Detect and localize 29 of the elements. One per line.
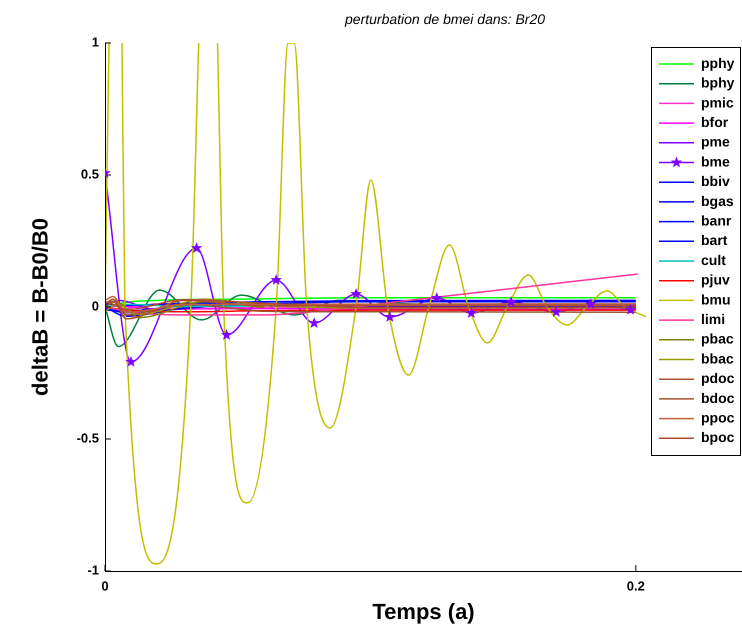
legend-label: bphy	[701, 74, 735, 91]
legend-label: pbac	[701, 330, 734, 347]
legend-label: bdoc	[701, 390, 735, 406]
legend-label: bgas	[701, 192, 734, 209]
legend-label: bme	[701, 153, 730, 170]
legend-label: pdoc	[701, 370, 735, 386]
legend-label: pmic	[701, 94, 734, 110]
y-axis-title: deltaB = B-B0/B0	[27, 218, 52, 396]
legend-label: banr	[701, 212, 732, 228]
chart-title: perturbation de bmei dans: Br20	[344, 10, 546, 27]
legend-label: bfor	[701, 114, 729, 130]
legend-label: bart	[701, 232, 728, 248]
y-tick-label: 0.5	[80, 166, 99, 182]
legend-label: ppoc	[701, 409, 735, 426]
y-tick-label: 0	[92, 298, 99, 314]
y-tick-label: -1	[87, 562, 99, 578]
legend-label: bbiv	[701, 173, 730, 190]
x-tick-label: 0.2	[626, 578, 645, 594]
legend-label: bpoc	[701, 429, 735, 446]
x-axis-title: Temps (a)	[372, 598, 475, 624]
y-tick-label: -0.5	[76, 430, 99, 446]
legend-label: limi	[701, 310, 726, 327]
y-tick-label: 1	[92, 34, 99, 50]
legend-label: bmu	[701, 291, 731, 308]
legend-label: pme	[701, 134, 730, 150]
legend-label: pphy	[701, 54, 735, 71]
legend-label: bbac	[701, 350, 734, 366]
legend-label: pjuv	[701, 272, 730, 288]
legend-label: cult	[701, 252, 726, 268]
